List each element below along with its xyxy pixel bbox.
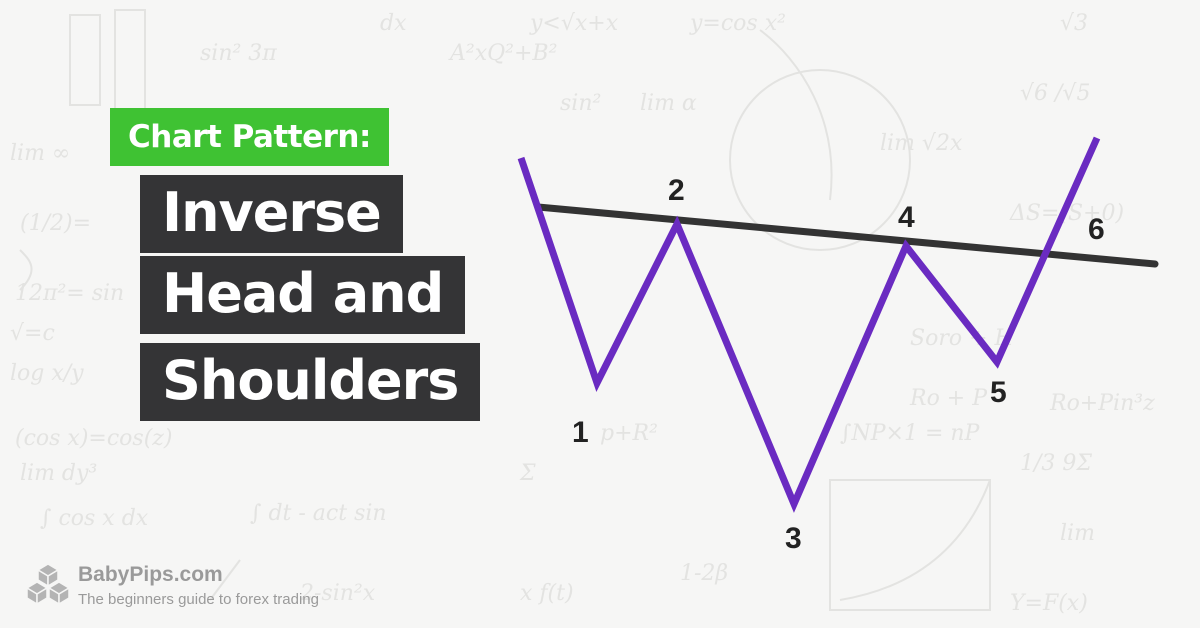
- svg-text:sin² 3π: sin² 3π: [200, 41, 277, 66]
- svg-text:12π²= sin: 12π²= sin: [15, 281, 124, 306]
- svg-text:(cos x)=cos(z): (cos x)=cos(z): [15, 426, 172, 451]
- price-line: [517, 136, 1101, 513]
- svg-text:1-2β: 1-2β: [680, 561, 728, 586]
- brand-tagline: The beginners guide to forex trading: [78, 591, 319, 608]
- svg-text:Ro+Pin³z: Ro+Pin³z: [1049, 391, 1155, 416]
- svg-text:√6 /√5: √6 /√5: [1020, 81, 1090, 106]
- svg-text:Soro + H: Soro + H: [910, 326, 1014, 351]
- svg-text:p+R²: p+R²: [600, 421, 658, 446]
- svg-text:√3: √3: [1060, 11, 1088, 36]
- svg-text:1/3 9Σ: 1/3 9Σ: [1020, 451, 1092, 476]
- svg-text:lim α: lim α: [640, 91, 697, 116]
- svg-text:y=cos x²: y=cos x²: [689, 11, 786, 36]
- svg-text:(1/2)=: (1/2)=: [20, 211, 91, 236]
- svg-text:log x/y: log x/y: [10, 361, 84, 386]
- point-label-2: 2: [668, 174, 685, 207]
- point-label-1: 1: [572, 416, 589, 449]
- svg-text:Σ: Σ: [519, 461, 536, 486]
- svg-text:dx: dx: [380, 11, 407, 36]
- svg-text:√=c: √=c: [10, 321, 55, 346]
- chart-pattern-tag: Chart Pattern:: [110, 108, 389, 166]
- svg-text:∫ cos x dx: ∫ cos x dx: [40, 506, 149, 531]
- svg-text:∫NP×1 = nP: ∫NP×1 = nP: [840, 421, 981, 446]
- svg-text:y<√x+x: y<√x+x: [529, 11, 619, 36]
- neckline: [534, 203, 1159, 268]
- title-line-2: Head and: [140, 256, 466, 334]
- svg-text:lim ∞: lim ∞: [10, 141, 70, 166]
- svg-text:lim: lim: [1060, 521, 1095, 546]
- point-label-3: 3: [785, 522, 802, 555]
- svg-text:x f(t): x f(t): [520, 581, 574, 606]
- svg-text:Ro + P: Ro + P: [909, 386, 988, 411]
- point-label-6: 6: [1088, 213, 1105, 246]
- title-line-1: Inverse: [140, 175, 403, 253]
- svg-text:sin²: sin²: [560, 91, 601, 116]
- babypips-cube-logo: [25, 563, 71, 606]
- svg-text:lim √2x: lim √2x: [880, 131, 963, 156]
- svg-text:∫ dt - act sin: ∫ dt - act sin: [250, 501, 387, 526]
- point-label-5: 5: [990, 376, 1007, 409]
- point-label-4: 4: [898, 201, 915, 234]
- svg-text:A²xQ²+B²: A²xQ²+B²: [448, 41, 557, 66]
- title-line-3: Shoulders: [140, 343, 481, 421]
- svg-text:Y=F(x): Y=F(x): [1010, 591, 1088, 616]
- svg-text:lim dy³: lim dy³: [20, 461, 97, 486]
- svg-text:2-sin²x: 2-sin²x: [299, 581, 376, 606]
- brand-name: BabyPips.com: [78, 563, 223, 586]
